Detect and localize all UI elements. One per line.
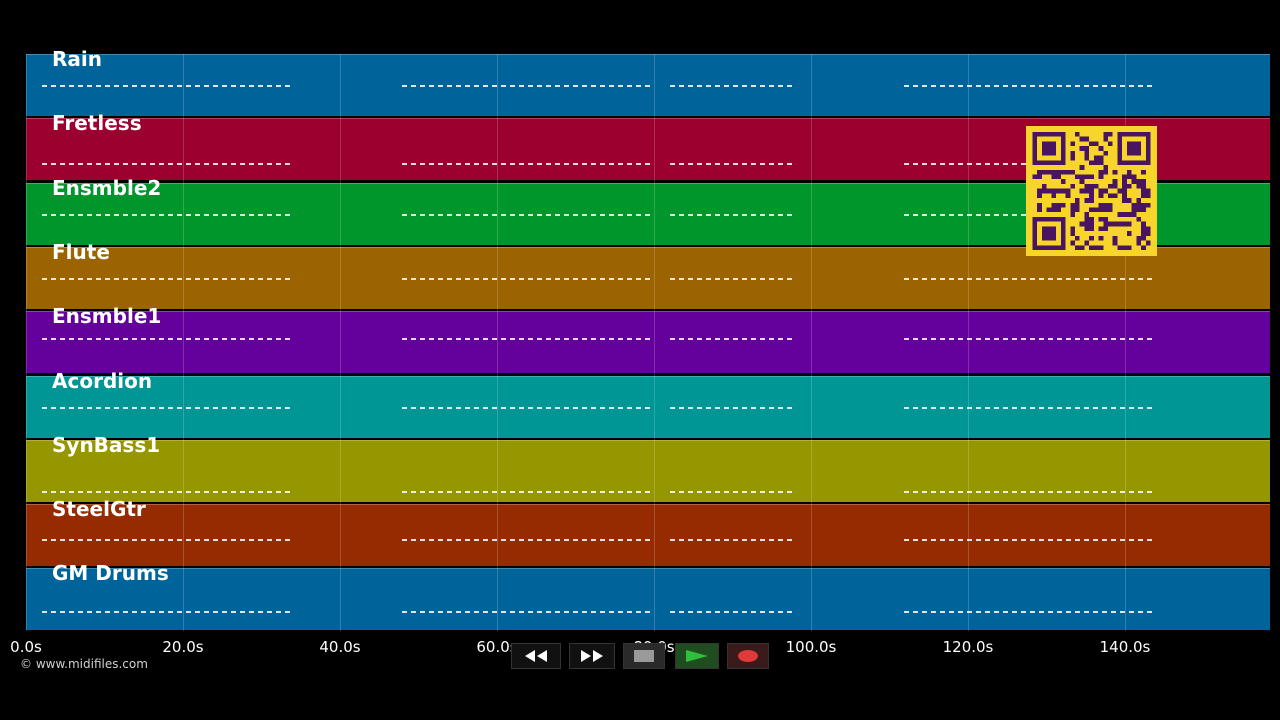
copyright-text: © www.midifiles.com <box>20 657 148 671</box>
stop-icon <box>634 650 654 662</box>
track-notes <box>26 377 1270 438</box>
grid-line <box>340 54 341 631</box>
track-notes <box>26 569 1270 630</box>
rewind-icon <box>525 650 547 662</box>
qr-code-image <box>1026 126 1157 256</box>
time-tick-label: 60.0s <box>476 638 518 656</box>
track-name: Ensmble1 <box>52 304 162 329</box>
rewind-button[interactable] <box>511 643 561 669</box>
track-name: SynBass1 <box>52 432 161 457</box>
grid-line <box>26 54 27 631</box>
grid-line <box>183 54 184 631</box>
track-name: Rain <box>52 47 102 71</box>
grid-line <box>654 54 655 631</box>
track-notes <box>26 505 1270 566</box>
track-lane: Ensmble1 <box>26 304 1270 374</box>
time-tick-label: 100.0s <box>785 638 837 656</box>
stop-button[interactable] <box>623 643 665 669</box>
track-name: SteelGtr <box>52 497 146 522</box>
time-tick-label: 0.0s <box>10 638 42 656</box>
fast-forward-icon <box>581 650 603 662</box>
track-lane: Rain <box>26 47 1270 116</box>
track-lane: SteelGtr <box>26 497 1270 567</box>
grid-line <box>1125 54 1126 631</box>
transport-controls <box>511 643 769 669</box>
track-name: Fretless <box>52 111 142 136</box>
grid-line <box>497 54 498 631</box>
track-lane: SynBass1 <box>26 433 1270 502</box>
track-notes <box>26 312 1270 373</box>
record-button[interactable] <box>727 643 769 669</box>
track-name: Acordion <box>52 368 153 393</box>
track-lane: Flute <box>26 240 1270 309</box>
time-tick-label: 120.0s <box>942 638 994 656</box>
time-tick-label: 40.0s <box>319 638 361 656</box>
time-tick-label: 140.0s <box>1099 638 1151 656</box>
grid-line <box>811 54 812 631</box>
track-name: GM Drums <box>52 561 169 586</box>
play-button[interactable] <box>675 643 719 669</box>
track-lane: GM Drums <box>26 561 1270 631</box>
grid-line <box>968 54 969 631</box>
play-icon <box>686 650 708 662</box>
track-notes <box>26 441 1270 502</box>
track-notes <box>26 248 1270 309</box>
record-icon <box>738 650 758 662</box>
track-notes <box>26 55 1270 116</box>
time-tick-label: 20.0s <box>162 638 204 656</box>
track-lane: Acordion <box>26 369 1270 438</box>
track-name: Flute <box>52 239 110 264</box>
fast-forward-button[interactable] <box>569 643 615 669</box>
track-name: Ensmble2 <box>52 175 162 200</box>
